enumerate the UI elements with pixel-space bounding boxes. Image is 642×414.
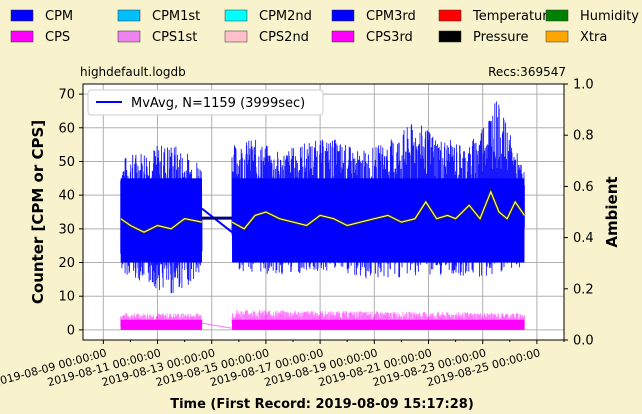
y-right-tick-label: 0.2 [573,282,594,297]
legend-swatch [438,30,462,43]
y-tick-label: 40 [58,189,75,204]
y-tick-label: 30 [58,222,75,237]
legend-swatch [117,9,141,22]
x-axis-label: Time (First Record: 2019-08-09 15:17:28) [170,397,474,412]
legend-label: Humidity [580,9,639,24]
y-axis-label-right: Ambient [603,176,621,247]
records-count: Recs:369547 [488,65,566,79]
y-tick-label: 20 [58,256,75,271]
axes: 0102030405060700.00.20.40.60.81.02019-08… [0,78,594,390]
legend-swatch [117,30,141,43]
mvavg-legend-box [87,89,324,116]
legend-label: CPS [45,30,70,45]
legend-label: Xtra [580,30,607,45]
legend-label: CPM3rd [366,9,416,24]
mvavg-legend-label: MvAvg, N=1159 (3999sec) [131,96,305,111]
y-tick-label: 50 [58,155,75,170]
y-right-tick-label: 0.0 [573,334,594,349]
y-right-tick-label: 0.4 [573,231,594,246]
mvavg-legend: MvAvg, N=1159 (3999sec) [87,89,324,116]
legend-label: Pressure [473,30,529,45]
y-right-tick-label: 0.6 [573,180,594,195]
legend-label: CPM2nd [259,9,312,24]
legend-swatch [10,9,34,22]
series-mvavg [119,187,526,234]
series-layer [119,101,526,330]
series-cps [120,310,525,330]
mvavg-line [120,218,203,233]
legend-swatch [10,30,34,43]
file-label: highdefault.logdb [80,65,186,79]
y-tick-label: 0 [67,323,75,338]
y-axis-label: Counter [CPM or CPS] [29,120,47,304]
y-right-tick-label: 1.0 [573,78,594,93]
cps-spikes [120,310,525,330]
plot-frame [82,83,565,341]
legend-swatch [331,30,355,43]
legend-label: CPM [45,9,73,24]
series-legend: CPM CPM1st CPM2nd CPM3rd Temperature Humidity… [10,9,639,45]
legend-label: CPS3rd [366,30,413,45]
legend-swatch [224,9,248,22]
legend-swatch [331,9,355,22]
mvavg-line [231,190,525,230]
cps-gap-line [201,322,233,329]
y-tick-label: 10 [58,290,75,305]
cpm-gap-line [201,207,233,233]
legend-label: CPS1st [152,30,197,45]
legend-swatch [545,30,569,43]
cpm-spikes [120,101,525,294]
legend-swatch [438,9,462,22]
legend-label: Temperature [472,9,555,24]
legend-swatch [224,30,248,43]
y-tick-label: 70 [58,88,75,103]
legend-label: CPM1st [152,9,200,24]
y-tick-label: 60 [58,121,75,136]
y-right-tick-label: 0.8 [573,129,594,144]
legend-swatch [545,9,569,22]
legend-label: CPS2nd [259,30,309,45]
